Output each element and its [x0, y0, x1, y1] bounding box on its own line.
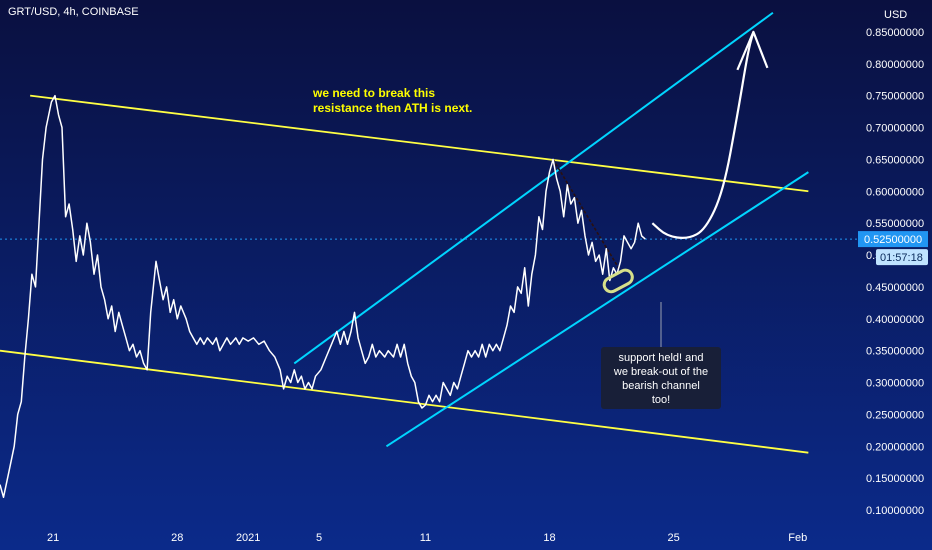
x-tick-label: 5 [316, 532, 322, 544]
y-tick-label: 0.25000000 [866, 409, 924, 421]
y-tick-label: 0.10000000 [866, 505, 924, 517]
x-tick-label: 28 [171, 532, 183, 544]
support-callout-box [601, 347, 721, 409]
channel-upper-line [293, 11, 774, 365]
breakout-highlight [602, 268, 634, 294]
y-tick-label: 0.45000000 [866, 282, 924, 294]
x-tick-label: 21 [47, 532, 59, 544]
countdown-tag [876, 249, 928, 266]
y-tick-label: 0.15000000 [866, 473, 924, 485]
x-tick-label: 18 [543, 532, 555, 544]
y-tick-label: 0.65000000 [866, 154, 924, 166]
support-trendline [0, 349, 809, 454]
y-tick-label: 0.60000000 [866, 186, 924, 198]
axis-layer: 0.10000000 0.15000000 0.20000000 0.25000000… [47, 9, 928, 544]
last-price-tag [858, 231, 928, 248]
drawing-layer [0, 11, 858, 454]
support-callout-line: too! [652, 394, 670, 406]
support-callout-line: we break-out of the [613, 366, 708, 378]
resistance-note-line: resistance then ATH is next. [313, 101, 472, 115]
y-tick-label: 0.70000000 [866, 123, 924, 135]
countdown-value: 01:57:18 [880, 252, 923, 264]
x-tick-label: 11 [420, 532, 431, 544]
currency-label: USD [884, 9, 907, 21]
resistance-note-line: we need to break this [312, 86, 435, 100]
bearish-trendline [552, 158, 622, 272]
y-tick-label: 0.85000000 [866, 27, 924, 39]
channel-lower-line [385, 171, 809, 448]
price-line [0, 94, 646, 499]
y-tick-label: 0.75000000 [866, 91, 924, 103]
last-price-value: 0.52500000 [864, 234, 922, 246]
support-callout-line: bearish channel [622, 380, 700, 392]
y-tick-label: 0.80000000 [866, 59, 924, 71]
x-tick-label: 2021 [236, 532, 260, 544]
support-callout-line: support held! and [618, 352, 703, 364]
x-tick-label: Feb [788, 532, 807, 544]
y-tick-label: 0.35000000 [866, 346, 924, 358]
y-tick-label: 0.40000000 [866, 314, 924, 326]
x-tick-label: 25 [668, 532, 680, 544]
symbol-title[interactable]: GRT/USD, 4h, COINBASE [8, 6, 139, 18]
y-tick-label: 0.20000000 [866, 441, 924, 453]
projection-curve [651, 31, 755, 239]
y-tick-label: 0.55000000 [866, 218, 924, 230]
y-tick-label: 0.30000000 [866, 378, 924, 390]
price-layer [0, 30, 769, 499]
projection-arrowhead [736, 30, 769, 71]
resistance-trendline [30, 94, 809, 193]
